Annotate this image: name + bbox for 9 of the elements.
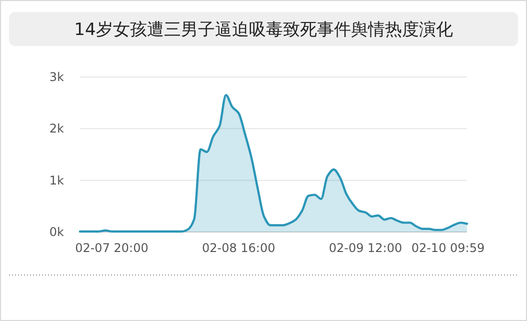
y-tick-label: 2k xyxy=(49,122,64,136)
y-tick-label: 3k xyxy=(49,70,64,84)
x-tick-label: 02-10 09:59 xyxy=(411,241,485,255)
x-tick-label: 02-07 20:00 xyxy=(75,241,148,255)
x-tick-label: 02-09 12:00 xyxy=(328,241,402,255)
chart-title: 14岁女孩遭三男子逼迫吸毒致死事件舆情热度演化 xyxy=(74,20,453,40)
x-tick-label: 02-08 16:00 xyxy=(202,241,276,255)
y-tick-label: 0k xyxy=(49,225,64,239)
y-tick-label: 1k xyxy=(49,173,64,188)
